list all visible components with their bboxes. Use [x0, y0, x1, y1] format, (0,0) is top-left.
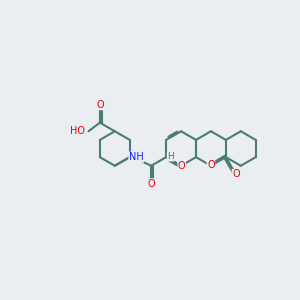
Text: O: O	[178, 161, 185, 171]
Text: NH: NH	[129, 152, 144, 162]
Text: O: O	[207, 160, 215, 170]
Text: O: O	[232, 169, 240, 179]
Text: H: H	[167, 152, 174, 161]
Text: O: O	[147, 178, 155, 189]
Text: O: O	[96, 100, 104, 110]
Text: HO: HO	[70, 126, 85, 136]
